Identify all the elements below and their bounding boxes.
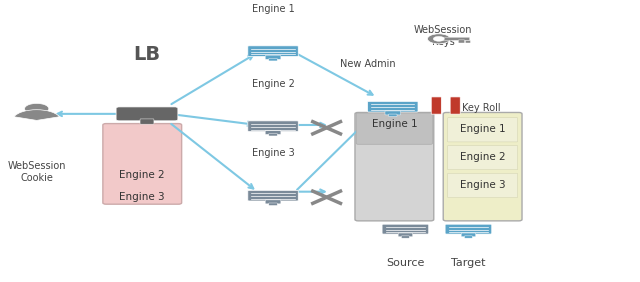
Text: Engine 2: Engine 2: [252, 79, 294, 89]
FancyBboxPatch shape: [441, 37, 470, 40]
Text: Target: Target: [451, 258, 486, 268]
FancyBboxPatch shape: [447, 173, 518, 197]
Text: WebSession
Keys: WebSession Keys: [414, 25, 472, 47]
FancyBboxPatch shape: [465, 40, 470, 43]
FancyBboxPatch shape: [401, 236, 410, 238]
Text: Engine 2: Engine 2: [460, 152, 506, 162]
FancyBboxPatch shape: [444, 113, 522, 221]
FancyBboxPatch shape: [265, 200, 281, 204]
Text: Engine 3: Engine 3: [252, 148, 294, 158]
Text: New Admin: New Admin: [340, 60, 396, 69]
Text: Engine 2: Engine 2: [120, 170, 165, 180]
FancyBboxPatch shape: [269, 58, 277, 61]
Text: Engine 3: Engine 3: [120, 192, 165, 202]
FancyBboxPatch shape: [385, 111, 401, 115]
FancyBboxPatch shape: [445, 224, 492, 234]
Text: WebSession
Cookie: WebSession Cookie: [8, 161, 66, 183]
FancyBboxPatch shape: [265, 131, 281, 135]
FancyBboxPatch shape: [367, 102, 418, 112]
FancyBboxPatch shape: [447, 118, 518, 142]
FancyBboxPatch shape: [248, 46, 298, 56]
FancyBboxPatch shape: [248, 190, 298, 201]
Text: LB: LB: [133, 45, 161, 64]
FancyBboxPatch shape: [265, 55, 281, 59]
FancyBboxPatch shape: [431, 97, 442, 114]
FancyBboxPatch shape: [355, 113, 434, 221]
FancyBboxPatch shape: [356, 113, 433, 144]
FancyBboxPatch shape: [458, 40, 465, 43]
Text: Source: Source: [386, 258, 424, 268]
FancyBboxPatch shape: [116, 107, 178, 121]
Text: Engine 1: Engine 1: [460, 124, 506, 134]
FancyBboxPatch shape: [388, 114, 397, 116]
FancyBboxPatch shape: [398, 233, 413, 237]
FancyBboxPatch shape: [461, 233, 476, 237]
Text: Engine 1: Engine 1: [252, 4, 294, 14]
FancyBboxPatch shape: [269, 203, 277, 206]
FancyBboxPatch shape: [103, 124, 182, 204]
FancyBboxPatch shape: [450, 97, 460, 114]
FancyBboxPatch shape: [269, 133, 277, 136]
FancyBboxPatch shape: [382, 224, 429, 234]
Circle shape: [24, 103, 49, 114]
FancyBboxPatch shape: [465, 236, 472, 238]
FancyBboxPatch shape: [248, 121, 298, 131]
FancyBboxPatch shape: [447, 146, 518, 170]
Text: Engine 3: Engine 3: [460, 180, 506, 190]
Text: Key Roll: Key Roll: [462, 103, 500, 113]
Circle shape: [433, 36, 444, 41]
Wedge shape: [14, 110, 60, 120]
Circle shape: [428, 34, 450, 44]
FancyBboxPatch shape: [140, 119, 154, 124]
Text: Engine 1: Engine 1: [372, 119, 417, 129]
